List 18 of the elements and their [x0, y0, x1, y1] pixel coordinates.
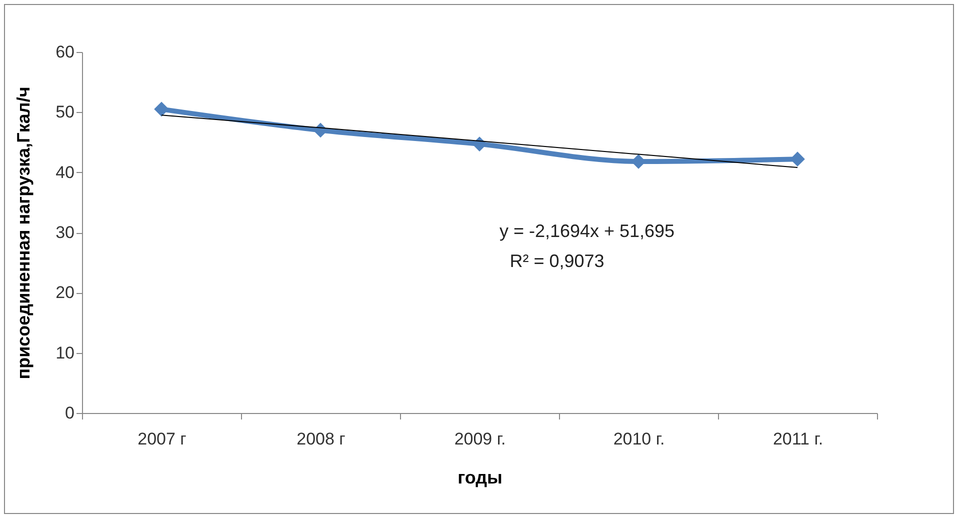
y-tick-label: 0 [65, 404, 74, 422]
y-tick-label: 10 [56, 343, 74, 362]
annotation: R² = 0,9073 [510, 251, 604, 271]
x-tick-label: 2008 г [296, 430, 346, 448]
x-axis-title: годы [458, 468, 502, 488]
x-tick-label: 2009 г. [454, 430, 506, 448]
y-tick-label: 30 [56, 223, 74, 242]
x-tick-label: 2011 г. [772, 430, 824, 448]
point [790, 152, 805, 167]
y-tick-label: 50 [56, 102, 74, 122]
x-tick-label: 2010 г. [613, 430, 665, 448]
point [154, 102, 169, 117]
y-tick-label: 40 [56, 162, 74, 182]
annotation: y = -2,1694x + 51,695 [499, 221, 675, 241]
y-tick-label: 20 [56, 283, 74, 302]
y-axis-title: присоединенная нагрузка,Гкал/ч [14, 86, 34, 380]
x-tick-label: 2007 г [138, 430, 186, 448]
y-tick-label: 60 [56, 42, 74, 62]
